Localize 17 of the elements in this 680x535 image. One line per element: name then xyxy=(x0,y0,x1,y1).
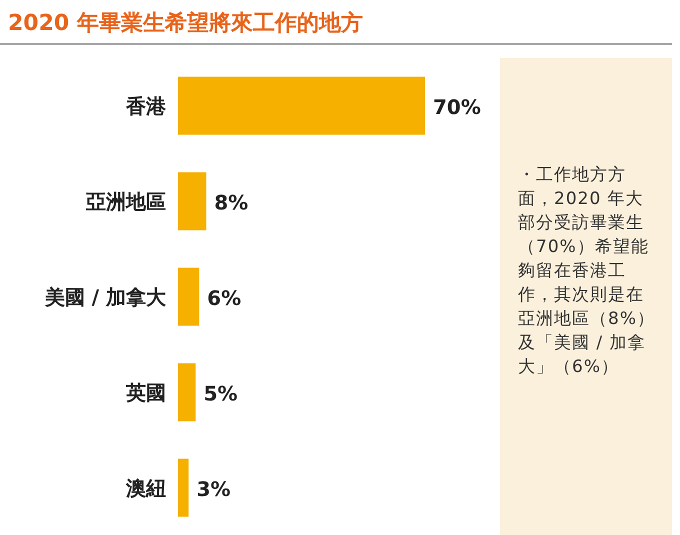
data-label: 70% xyxy=(433,94,481,119)
chart-title: 2020 年畢業生希望將來工作的地方 xyxy=(8,10,363,36)
text: ・工作地方方面，2020 年大部分受訪畢業生（70%）希望能夠留在香港工作，其次則是在亞洲地區（8%）及「美國 / 加拿大」（6%） xyxy=(518,165,655,377)
data-label: 8% xyxy=(214,190,248,214)
bar xyxy=(178,268,200,326)
data-label: 6% xyxy=(207,286,242,310)
data-label: 3% xyxy=(196,476,231,501)
bar xyxy=(178,76,425,135)
bar xyxy=(178,172,206,230)
y-tick-label: 英國 xyxy=(125,380,166,404)
y-tick-label: 美國 / 加拿大 xyxy=(44,284,167,309)
y-tick-label: 香港 xyxy=(125,94,167,118)
bar xyxy=(178,458,189,517)
bar xyxy=(178,363,196,422)
y-tick-label: 亞洲地區 xyxy=(85,189,166,214)
y-tick-label: 澳紐 xyxy=(125,476,166,500)
data-label: 5% xyxy=(204,381,238,406)
